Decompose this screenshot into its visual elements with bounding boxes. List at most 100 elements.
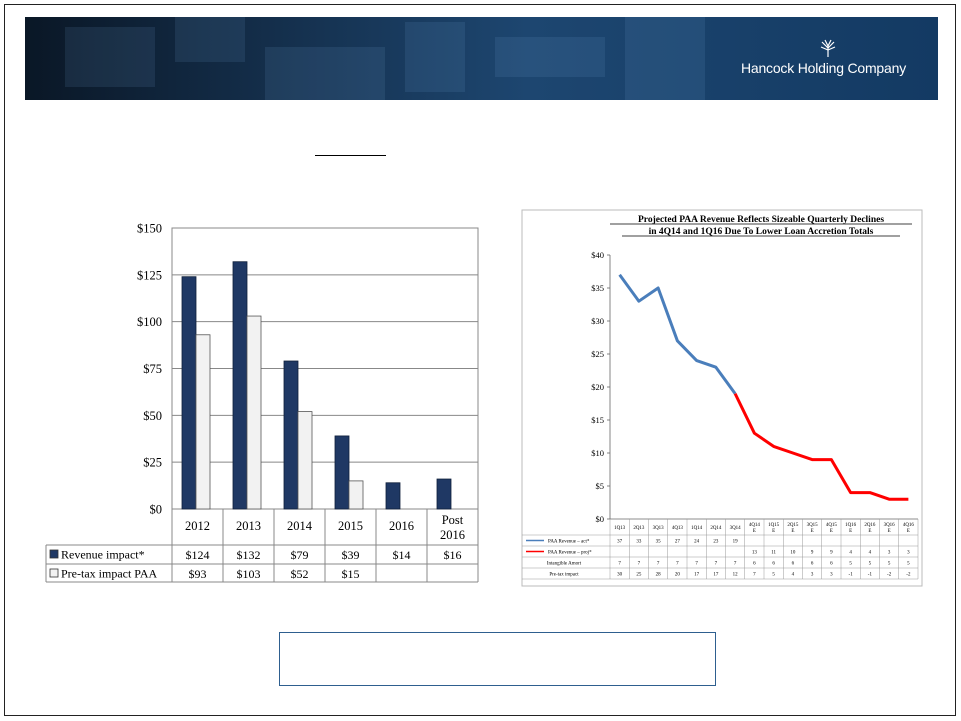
table-value: 24 <box>694 540 700 545</box>
company-name: Hancock Holding Company <box>740 60 906 76</box>
legend-label: Pre-tax impact PAA <box>61 567 158 581</box>
table-value: $39 <box>342 548 360 562</box>
table-value: 11 <box>771 551 776 556</box>
x-category-label: E <box>830 529 833 534</box>
table-value: 5 <box>869 562 872 567</box>
table-value: $52 <box>291 567 309 581</box>
table-value: 5 <box>907 562 910 567</box>
x-category-label: Post <box>442 513 464 527</box>
table-value: 20 <box>675 573 681 578</box>
table-value: 5 <box>888 562 891 567</box>
tree-emblem-icon <box>820 39 836 57</box>
table-value: 6 <box>772 562 775 567</box>
y-tick-label: $20 <box>591 382 604 392</box>
table-value: 6 <box>830 562 833 567</box>
x-category-label: 4Q13 <box>672 526 684 531</box>
x-category-label: 1Q14 <box>691 526 703 531</box>
y-tick-label: $150 <box>137 222 162 236</box>
y-tick-label: $35 <box>591 283 604 293</box>
callout-box <box>279 632 716 686</box>
table-value: 5 <box>772 573 775 578</box>
table-value: 25 <box>636 573 642 578</box>
table-value: 27 <box>675 540 681 545</box>
table-value: $124 <box>186 548 210 562</box>
legend-label: PAA Revenue – act* <box>548 540 590 545</box>
table-value: 7 <box>753 573 756 578</box>
table-value: -2 <box>906 573 911 578</box>
y-tick-label: $15 <box>591 415 604 425</box>
y-tick-label: $25 <box>591 349 604 359</box>
x-category-label: 2014 <box>287 519 313 533</box>
x-category-label: 2Q14 <box>710 526 722 531</box>
table-value: 7 <box>676 562 679 567</box>
table-value: $132 <box>237 548 261 562</box>
bar-revenue <box>232 261 248 510</box>
table-value: 17 <box>694 573 700 578</box>
title-underline <box>315 155 386 156</box>
x-category-label: 2016 <box>440 528 465 542</box>
x-category-label: 2016 <box>389 519 414 533</box>
row-label: Intangible Amort <box>547 562 582 567</box>
table-value: 12 <box>733 573 739 578</box>
table-value: 17 <box>713 573 719 578</box>
y-tick-label: $125 <box>137 268 162 282</box>
y-tick-label: $25 <box>143 456 162 470</box>
series-line-projected <box>733 392 909 501</box>
y-tick-label: $75 <box>143 362 162 376</box>
x-category-label: 2013 <box>236 519 261 533</box>
table-value: -1 <box>868 573 873 578</box>
x-category-label: 1Q15 <box>768 523 780 528</box>
x-category-label: E <box>868 529 871 534</box>
series-line-actual <box>618 273 737 395</box>
x-category-label: E <box>791 529 794 534</box>
legend-key <box>49 549 59 559</box>
bar-pretax <box>195 334 211 510</box>
x-category-label: 2Q16 <box>864 523 876 528</box>
table-value: 6 <box>792 562 795 567</box>
table-value: 33 <box>636 540 642 545</box>
table-value: 7 <box>657 562 660 567</box>
table-value: 7 <box>715 562 718 567</box>
table-value: 28 <box>656 573 662 578</box>
paa-line-chart: Projected PAA Revenue Reflects Sizeable … <box>521 209 923 587</box>
x-category-label: E <box>753 529 756 534</box>
x-category-label: 3Q13 <box>653 526 665 531</box>
x-category-label: 3Q15 <box>807 523 819 528</box>
table-value: 4 <box>849 551 852 556</box>
y-tick-label: $50 <box>143 409 162 423</box>
bar-pretax <box>348 480 364 510</box>
table-value: 23 <box>713 540 719 545</box>
table-value: $93 <box>189 567 207 581</box>
legend-key <box>49 568 59 578</box>
table-value: 4 <box>869 551 872 556</box>
table-value: 3 <box>888 551 891 556</box>
x-category-label: E <box>849 529 852 534</box>
table-value: $15 <box>342 567 360 581</box>
table-value: 35 <box>656 540 662 545</box>
row-label: Pre-tax impact <box>549 573 579 578</box>
table-value: $79 <box>291 548 309 562</box>
y-tick-label: $30 <box>591 316 604 326</box>
x-category-label: E <box>811 529 814 534</box>
legend-label: Revenue impact* <box>61 548 145 562</box>
table-value: 13 <box>752 551 758 556</box>
table-value: 9 <box>830 551 833 556</box>
line-chart-title: Projected PAA Revenue Reflects Sizeable … <box>638 215 884 225</box>
y-tick-label: $5 <box>596 481 605 491</box>
table-value: 3 <box>811 573 814 578</box>
table-value: 10 <box>790 551 796 556</box>
y-tick-label: $0 <box>596 514 605 524</box>
x-category-label: 3Q16 <box>884 523 896 528</box>
table-value: 7 <box>695 562 698 567</box>
bar-revenue <box>283 360 299 510</box>
bar-revenue <box>436 478 452 510</box>
legend-label: PAA Revenue – proj* <box>548 551 592 556</box>
bar-pretax <box>297 411 313 510</box>
x-category-label: 1Q13 <box>614 526 626 531</box>
x-category-label: E <box>888 529 891 534</box>
revenue-bar-chart: $0 $25 $50 $75 $100 $125 $150 2012 $124 $93 2013 $1… <box>45 222 479 583</box>
bar-revenue <box>181 276 197 510</box>
line-chart-frame <box>521 209 923 587</box>
x-category-label: 4Q16 <box>903 523 915 528</box>
x-category-label: 2012 <box>185 519 210 533</box>
